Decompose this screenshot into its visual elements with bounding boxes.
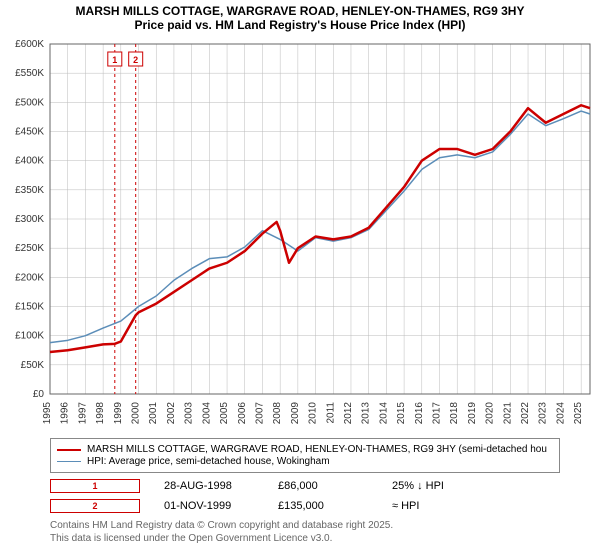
svg-text:2003: 2003 (184, 402, 195, 425)
svg-text:2004: 2004 (201, 402, 212, 425)
sale-marker-icon: 2 (50, 499, 140, 513)
sales-row: 2 01-NOV-1999 £135,000 ≈ HPI (50, 499, 560, 513)
legend-swatch (57, 449, 81, 451)
sale-date: 01-NOV-1999 (164, 500, 254, 512)
svg-text:2016: 2016 (414, 402, 425, 425)
legend-label: HPI: Average price, semi-detached house,… (87, 456, 330, 467)
svg-text:2025: 2025 (573, 402, 584, 425)
svg-text:2018: 2018 (449, 402, 460, 425)
svg-text:£250K: £250K (15, 243, 44, 254)
svg-text:1998: 1998 (95, 402, 106, 425)
svg-text:£350K: £350K (15, 185, 44, 196)
sale-price: £135,000 (278, 500, 368, 512)
svg-text:2008: 2008 (272, 402, 283, 425)
svg-text:2022: 2022 (520, 402, 531, 425)
svg-text:2006: 2006 (237, 402, 248, 425)
legend: MARSH MILLS COTTAGE, WARGRAVE ROAD, HENL… (50, 438, 560, 473)
chart-area: £0 £50K £100K £150K £200K £250K £300K £350K £400… (0, 34, 600, 434)
svg-text:£500K: £500K (15, 97, 44, 108)
attribution-line: Contains HM Land Registry data © Crown c… (50, 519, 560, 532)
svg-text:1995: 1995 (42, 402, 53, 425)
svg-text:2: 2 (133, 55, 138, 65)
svg-text:2014: 2014 (378, 402, 389, 425)
svg-text:2010: 2010 (308, 402, 319, 425)
svg-text:£100K: £100K (15, 331, 44, 342)
sale-delta: ≈ HPI (392, 500, 482, 512)
legend-swatch (57, 461, 81, 462)
sales-row: 1 28-AUG-1998 £86,000 25% ↓ HPI (50, 479, 560, 493)
legend-label: MARSH MILLS COTTAGE, WARGRAVE ROAD, HENL… (87, 444, 547, 455)
svg-text:£0: £0 (33, 389, 45, 400)
svg-text:1999: 1999 (113, 402, 124, 425)
chart-svg: £0 £50K £100K £150K £200K £250K £300K £350K £400… (0, 34, 600, 434)
svg-text:£600K: £600K (15, 39, 44, 50)
svg-text:£50K: £50K (21, 360, 45, 371)
svg-text:2023: 2023 (538, 402, 549, 425)
svg-text:2000: 2000 (131, 402, 142, 425)
sale-date: 28-AUG-1998 (164, 480, 254, 492)
sale-delta: 25% ↓ HPI (392, 480, 482, 492)
svg-text:£150K: £150K (15, 302, 44, 313)
svg-text:2011: 2011 (325, 402, 336, 424)
chart-subtitle: Price paid vs. HM Land Registry's House … (0, 18, 600, 32)
svg-text:2005: 2005 (219, 402, 230, 425)
svg-text:£450K: £450K (15, 127, 44, 138)
svg-text:2021: 2021 (502, 402, 513, 425)
svg-text:£200K: £200K (15, 272, 44, 283)
svg-text:1: 1 (112, 55, 117, 65)
svg-text:2015: 2015 (396, 402, 407, 425)
sale-price: £86,000 (278, 480, 368, 492)
svg-text:2013: 2013 (361, 402, 372, 425)
svg-text:2017: 2017 (432, 402, 443, 425)
svg-text:£550K: £550K (15, 68, 44, 79)
svg-text:2020: 2020 (485, 402, 496, 425)
sales-table: 1 28-AUG-1998 £86,000 25% ↓ HPI 2 01-NOV… (50, 479, 560, 513)
chart-title: MARSH MILLS COTTAGE, WARGRAVE ROAD, HENL… (0, 0, 600, 18)
svg-text:2007: 2007 (254, 402, 265, 425)
svg-text:2001: 2001 (148, 402, 159, 425)
svg-text:2012: 2012 (343, 402, 354, 425)
svg-text:2002: 2002 (166, 402, 177, 425)
svg-text:£400K: £400K (15, 156, 44, 167)
legend-item: HPI: Average price, semi-detached house,… (57, 456, 553, 467)
legend-item: MARSH MILLS COTTAGE, WARGRAVE ROAD, HENL… (57, 444, 553, 455)
svg-text:1996: 1996 (60, 402, 71, 425)
sale-marker-icon: 1 (50, 479, 140, 493)
svg-text:1997: 1997 (77, 402, 88, 425)
svg-text:2019: 2019 (467, 402, 478, 425)
svg-text:£300K: £300K (15, 214, 44, 225)
svg-text:2009: 2009 (290, 402, 301, 425)
attribution-line: This data is licensed under the Open Gov… (50, 532, 560, 545)
attribution: Contains HM Land Registry data © Crown c… (50, 519, 560, 545)
svg-text:2024: 2024 (555, 402, 566, 425)
